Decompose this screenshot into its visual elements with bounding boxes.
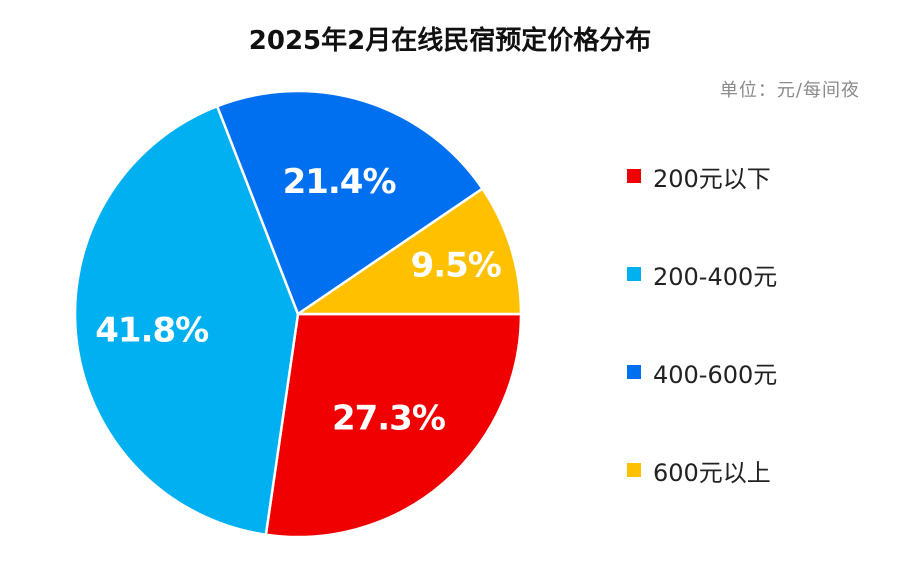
data-label-under-200: 27.3% [332, 399, 445, 439]
pie-slice-400-600 [215, 89, 484, 316]
pie-slice-over-600 [296, 187, 523, 316]
legend-item-200-400: 200-400元 [627, 250, 777, 298]
chart-title: 2025年2月在线民宿预定价格分布 [248, 26, 652, 56]
legend-item-400-600: 400-600元 [627, 348, 777, 396]
legend-swatch [627, 365, 641, 379]
data-label-200-400: 41.8% [95, 311, 208, 351]
legend-item-under-200: 200元以下 [627, 152, 777, 200]
legend-swatch [627, 267, 641, 281]
legend: 200元以下 200-400元 400-600元 600元以上 [627, 152, 777, 494]
unit-note: 单位：元/每间夜 [719, 80, 860, 101]
legend-label: 400-600元 [653, 360, 778, 389]
legend-label: 600元以上 [653, 458, 771, 487]
legend-swatch [627, 169, 641, 183]
legend-label: 200-400元 [653, 262, 778, 291]
data-label-over-600: 9.5% [411, 245, 501, 285]
legend-label: 200元以下 [653, 164, 771, 193]
legend-item-over-600: 600元以上 [627, 446, 777, 494]
pie-slice-under-200 [264, 312, 523, 539]
pie-slice-200-400 [73, 104, 300, 536]
data-label-400-600: 21.4% [283, 162, 396, 202]
legend-swatch [627, 463, 641, 477]
